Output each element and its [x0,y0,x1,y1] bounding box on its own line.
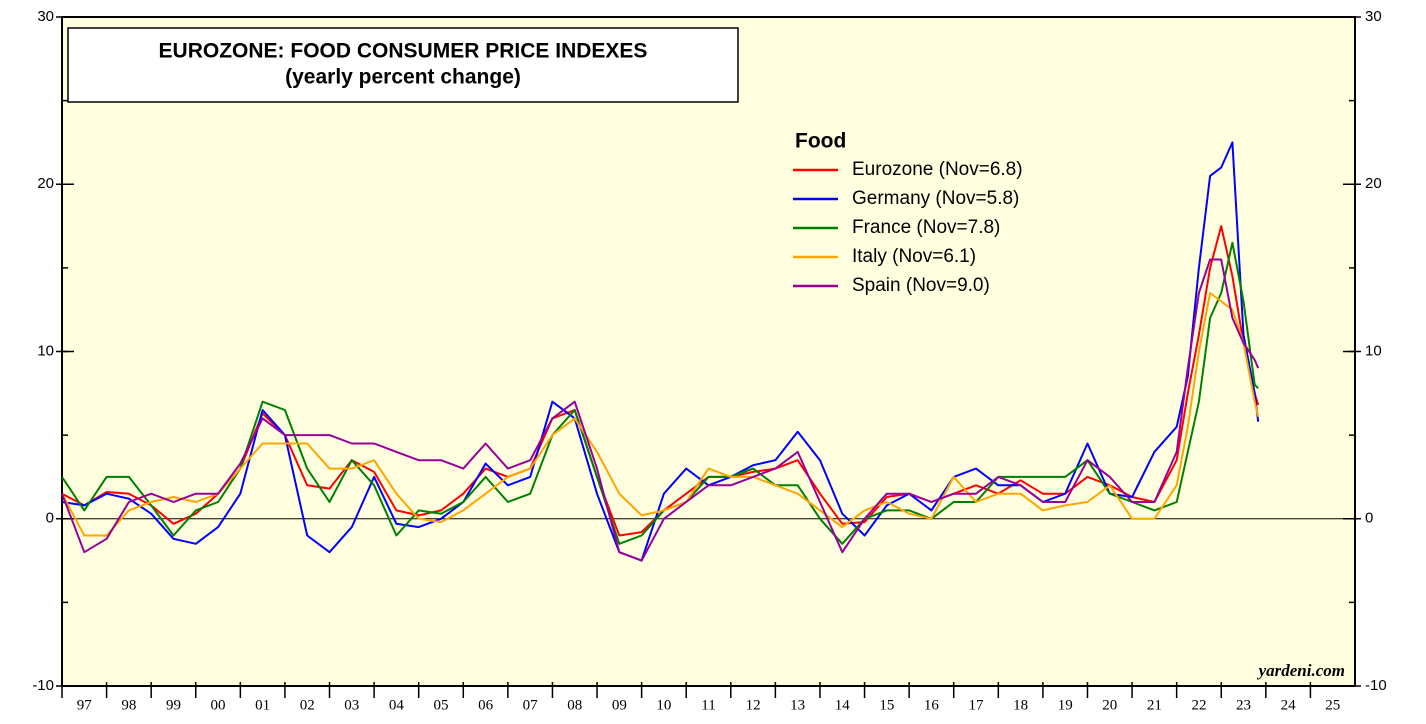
x-tick-label: 17 [969,697,985,713]
y2-tick-label: 10 [1365,342,1382,359]
x-tick-label: 12 [746,697,761,713]
legend-label: Spain (Nov=9.0) [852,275,990,296]
series-line [61,258,1260,562]
y2-tick-label: 20 [1365,175,1382,192]
x-tick-label: 04 [389,697,405,713]
chart-subtitle: (yearly percent change) [285,66,521,89]
x-tick-label: 05 [433,697,448,713]
legend-label: Eurozone (Nov=6.8) [852,159,1023,180]
title-box [67,27,739,103]
x-tick-label: 07 [523,697,539,713]
legend-title: Food [795,130,846,153]
x-tick-label: 15 [879,697,894,713]
y-tick-label: 10 [37,342,54,359]
x-tick-label: 02 [300,697,315,713]
x-tick-label: 19 [1058,697,1073,713]
x-tick-label: 09 [612,697,627,713]
x-tick-label: 18 [1013,697,1028,713]
x-tick-label: 00 [211,697,226,713]
x-tick-label: 01 [255,697,270,713]
x-tick-label: 98 [121,697,136,713]
x-tick-label: 08 [567,697,582,713]
x-tick-label: 99 [166,697,181,713]
x-tick-label: 06 [478,697,494,713]
y2-tick-label: 30 [1365,8,1382,25]
x-tick-label: 10 [656,697,671,713]
x-tick-label: 13 [790,697,805,713]
x-tick-label: 20 [1102,697,1117,713]
x-tick-label: 11 [701,697,715,713]
x-tick-label: 25 [1325,697,1340,713]
chart-title: EUROZONE: FOOD CONSUMER PRICE INDEXES [159,40,648,63]
legend-label: Germany (Nov=5.8) [852,188,1019,209]
x-tick-label: 24 [1281,697,1297,713]
series-line [61,292,1260,537]
y-tick-label: -10 [32,677,54,694]
y-tick-label: 20 [37,175,54,192]
watermark: yardeni.com [1257,661,1345,680]
y2-tick-label: -10 [1365,677,1387,694]
x-tick-label: 23 [1236,697,1251,713]
x-tick-label: 97 [77,697,93,713]
legend-label: Italy (Nov=6.1) [852,246,976,267]
x-tick-label: 03 [344,697,359,713]
y-tick-label: 0 [46,510,54,527]
series-line [61,241,1259,545]
legend-label: France (Nov=7.8) [852,217,1000,238]
plot-area [61,16,1356,687]
x-tick-label: 14 [835,697,851,713]
x-tick-label: 22 [1191,697,1206,713]
x-tick-label: 16 [924,697,940,713]
x-tick-label: 21 [1147,697,1162,713]
y-tick-label: 30 [37,8,54,25]
y2-tick-label: 0 [1365,510,1373,527]
